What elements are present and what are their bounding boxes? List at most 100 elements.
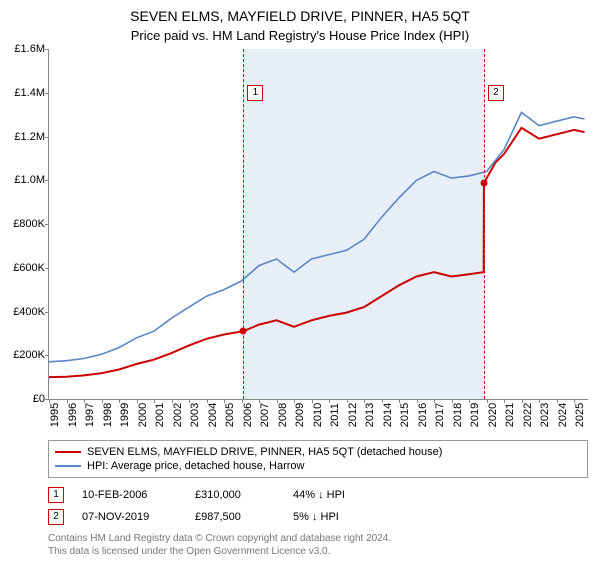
- x-tick-mark: [242, 399, 243, 403]
- chart-title: SEVEN ELMS, MAYFIELD DRIVE, PINNER, HA5 …: [0, 0, 600, 24]
- transaction-date: 07-NOV-2019: [82, 511, 177, 523]
- x-axis-label: 2004: [207, 403, 219, 427]
- x-tick-mark: [382, 399, 383, 403]
- x-tick-mark: [259, 399, 260, 403]
- chart-lines-svg: [49, 49, 588, 399]
- x-tick-mark: [137, 399, 138, 403]
- x-axis-label: 1997: [84, 403, 96, 427]
- x-tick-mark: [119, 399, 120, 403]
- y-tick-mark: [45, 180, 49, 181]
- x-axis-label: 2001: [154, 403, 166, 427]
- x-axis-label: 1995: [49, 403, 61, 427]
- x-axis-label: 2002: [172, 403, 184, 427]
- sale-marker: 2: [488, 85, 504, 101]
- x-tick-mark: [434, 399, 435, 403]
- x-axis-label: 2000: [137, 403, 149, 427]
- transaction-price: £310,000: [195, 489, 275, 501]
- x-tick-mark: [452, 399, 453, 403]
- legend-item: HPI: Average price, detached house, Harr…: [55, 459, 581, 473]
- x-tick-mark: [539, 399, 540, 403]
- y-axis-label: £1.0M: [1, 174, 45, 186]
- x-axis-label: 2013: [364, 403, 376, 427]
- y-tick-mark: [45, 224, 49, 225]
- x-axis-label: 2009: [294, 403, 306, 427]
- x-tick-mark: [312, 399, 313, 403]
- x-tick-mark: [399, 399, 400, 403]
- x-tick-mark: [49, 399, 50, 403]
- transaction-date: 10-FEB-2006: [82, 489, 177, 501]
- y-axis-label: £800K: [1, 218, 45, 230]
- x-tick-mark: [574, 399, 575, 403]
- x-tick-mark: [294, 399, 295, 403]
- y-tick-mark: [45, 93, 49, 94]
- y-axis-label: £1.4M: [1, 87, 45, 99]
- x-tick-mark: [154, 399, 155, 403]
- transaction-marker: 1: [48, 487, 64, 503]
- x-tick-mark: [84, 399, 85, 403]
- x-tick-mark: [557, 399, 558, 403]
- legend-swatch: [55, 451, 81, 453]
- y-axis-label: £600K: [1, 262, 45, 274]
- sale-point-dot: [240, 328, 247, 335]
- x-axis-label: 2017: [434, 403, 446, 427]
- x-tick-mark: [469, 399, 470, 403]
- x-axis-label: 2006: [242, 403, 254, 427]
- legend-item: SEVEN ELMS, MAYFIELD DRIVE, PINNER, HA5 …: [55, 445, 581, 459]
- x-axis-label: 2016: [417, 403, 429, 427]
- sale-point-dot: [480, 179, 487, 186]
- x-axis-label: 2011: [329, 403, 341, 427]
- x-axis-label: 2012: [347, 403, 359, 427]
- x-tick-mark: [417, 399, 418, 403]
- chart-subtitle: Price paid vs. HM Land Registry's House …: [0, 24, 600, 49]
- x-axis-label: 2007: [259, 403, 271, 427]
- sale-date-line: [484, 49, 485, 399]
- x-axis-label: 2023: [539, 403, 551, 427]
- sale-marker: 1: [247, 85, 263, 101]
- series-line: [49, 112, 585, 361]
- legend-label: SEVEN ELMS, MAYFIELD DRIVE, PINNER, HA5 …: [87, 446, 442, 458]
- chart-container: SEVEN ELMS, MAYFIELD DRIVE, PINNER, HA5 …: [0, 0, 600, 558]
- transactions-table: 1 10-FEB-2006 £310,000 44% ↓ HPI 2 07-NOV-201…: [48, 484, 588, 528]
- y-tick-mark: [45, 355, 49, 356]
- x-tick-mark: [207, 399, 208, 403]
- x-axis-label: 2015: [399, 403, 411, 427]
- x-axis-label: 2008: [277, 403, 289, 427]
- y-axis-label: £1.6M: [1, 43, 45, 55]
- footer-line-1: Contains HM Land Registry data © Crown c…: [48, 532, 588, 545]
- x-axis-label: 2003: [189, 403, 201, 427]
- x-tick-mark: [364, 399, 365, 403]
- plot-area: £0£200K£400K£600K£800K£1.0M£1.2M£1.4M£1.…: [48, 49, 588, 400]
- x-axis-label: 2005: [224, 403, 236, 427]
- x-tick-mark: [189, 399, 190, 403]
- y-tick-mark: [45, 312, 49, 313]
- x-tick-mark: [277, 399, 278, 403]
- x-tick-mark: [224, 399, 225, 403]
- transaction-marker: 2: [48, 509, 64, 525]
- x-tick-mark: [67, 399, 68, 403]
- x-axis-label: 2024: [557, 403, 569, 427]
- y-axis-label: £200K: [1, 349, 45, 361]
- x-tick-mark: [347, 399, 348, 403]
- legend: SEVEN ELMS, MAYFIELD DRIVE, PINNER, HA5 …: [48, 440, 588, 478]
- x-axis-label: 2021: [504, 403, 516, 427]
- x-axis-label: 2010: [312, 403, 324, 427]
- footer-line-2: This data is licensed under the Open Gov…: [48, 545, 588, 558]
- transaction-vs-hpi: 44% ↓ HPI: [293, 489, 393, 501]
- transaction-vs-hpi: 5% ↓ HPI: [293, 511, 393, 523]
- x-axis-label: 1998: [102, 403, 114, 427]
- footer: Contains HM Land Registry data © Crown c…: [48, 532, 588, 558]
- x-tick-mark: [172, 399, 173, 403]
- sale-date-line: [243, 49, 244, 399]
- y-axis-label: £400K: [1, 306, 45, 318]
- x-tick-mark: [329, 399, 330, 403]
- transaction-price: £987,500: [195, 511, 275, 523]
- x-axis-label: 2014: [382, 403, 394, 427]
- x-tick-mark: [102, 399, 103, 403]
- y-axis-label: £1.2M: [1, 131, 45, 143]
- transaction-row: 2 07-NOV-2019 £987,500 5% ↓ HPI: [48, 506, 588, 528]
- y-tick-mark: [45, 137, 49, 138]
- x-axis-label: 2018: [452, 403, 464, 427]
- x-axis-label: 2025: [574, 403, 586, 427]
- y-tick-mark: [45, 268, 49, 269]
- x-axis-label: 2022: [522, 403, 534, 427]
